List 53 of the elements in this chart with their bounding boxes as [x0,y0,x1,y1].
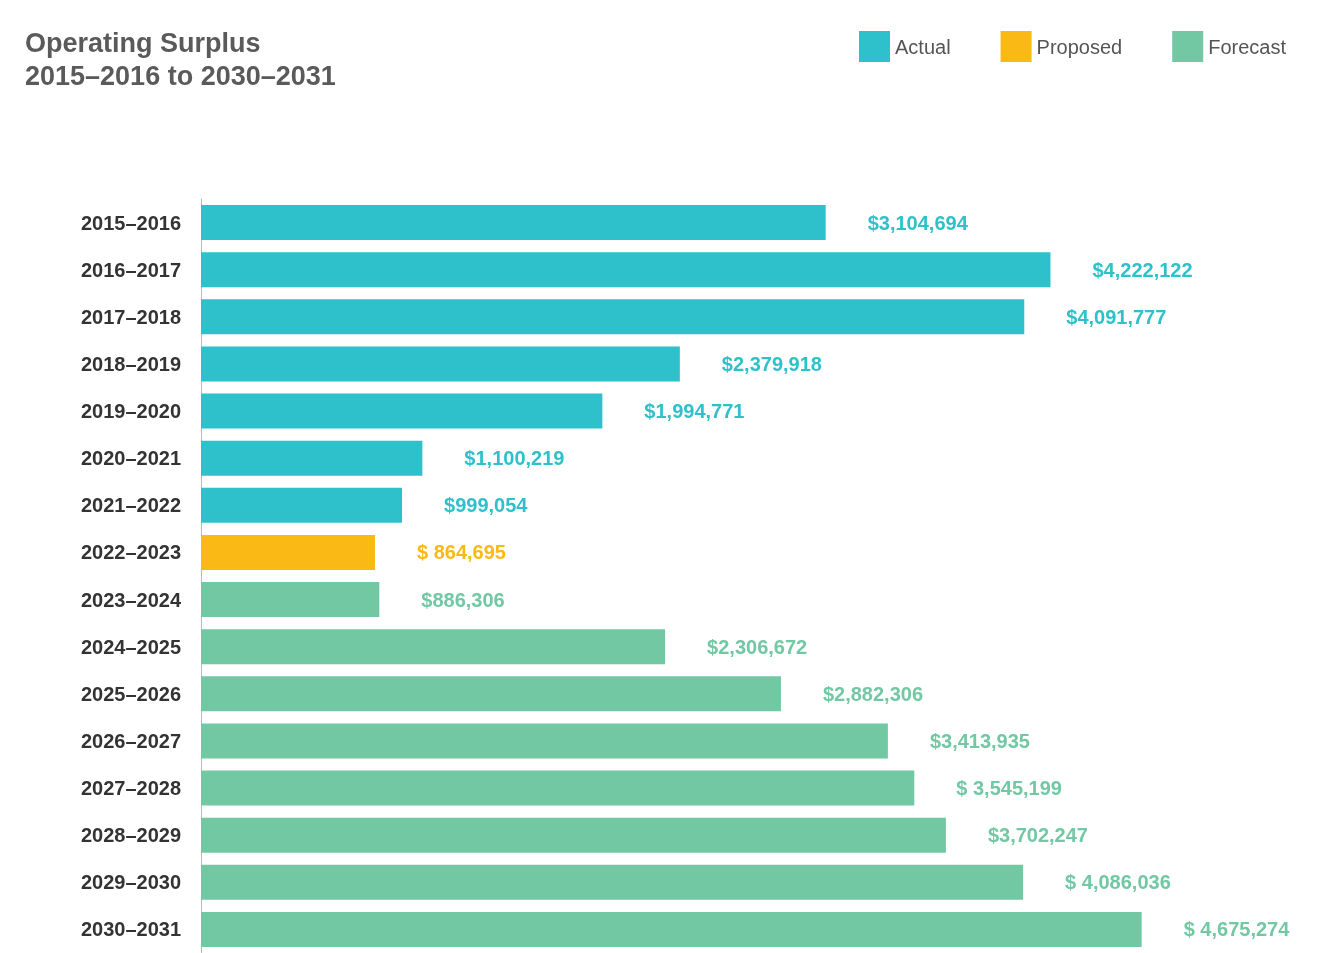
data-label: $1,994,771 [644,400,745,423]
data-label: $4,091,777 [1066,305,1167,328]
data-label: $ 864,695 [416,541,506,564]
y-tick-label: 2025–2026 [80,682,182,705]
chart-title: Operating Surplus [25,27,261,58]
legend-label: Forecast [1208,35,1287,58]
y-tick-label: 2023–2024 [80,588,182,611]
bar [201,676,781,712]
bar [201,723,888,759]
bar [201,770,915,806]
bar [201,534,375,570]
y-tick-label: 2024–2025 [80,635,182,658]
y-tick-label: 2017–2018 [80,305,182,328]
bar [201,393,603,429]
chart-subtitle: 2015–2016 to 2030–2031 [25,60,336,91]
bar [201,911,1142,947]
data-label: $2,379,918 [721,352,822,375]
data-label: $3,702,247 [987,824,1088,847]
data-label: $886,306 [421,588,505,611]
bar [201,346,680,382]
data-label: $ 4,675,274 [1183,918,1291,941]
data-label: $2,882,306 [822,682,924,705]
data-label: $999,054 [444,494,529,517]
legend-label: Proposed [1036,35,1123,58]
y-tick-label: 2020–2021 [80,447,182,470]
data-label: $4,222,122 [1092,258,1193,281]
data-label: $1,100,219 [464,447,565,470]
bar [201,252,1051,288]
y-tick-label: 2022–2023 [80,541,182,564]
y-tick-label: 2028–2029 [80,824,182,847]
bar [201,299,1025,335]
data-label: $3,104,694 [867,211,969,234]
y-tick-label: 2016–2017 [80,258,182,281]
y-tick-label: 2018–2019 [80,352,182,375]
legend-label: Actual [895,35,951,58]
bar [201,629,666,665]
bar [201,817,946,853]
bar [201,487,403,523]
y-tick-label: 2030–2031 [80,918,182,941]
data-label: $ 3,545,199 [956,777,1062,800]
bar [201,864,1024,900]
y-tick-label: 2027–2028 [80,777,182,800]
bar [201,582,380,618]
y-tick-label: 2021–2022 [80,494,182,517]
data-label: $ 4,086,036 [1065,871,1171,894]
data-label: $3,413,935 [929,729,1030,752]
data-label: $2,306,672 [707,635,808,658]
bar [201,440,423,476]
y-tick-label: 2029–2030 [80,871,182,894]
bar [201,205,826,241]
y-tick-label: 2026–2027 [80,729,182,752]
y-tick-label: 2019–2020 [80,400,182,423]
y-tick-label: 2015–2016 [80,211,182,234]
